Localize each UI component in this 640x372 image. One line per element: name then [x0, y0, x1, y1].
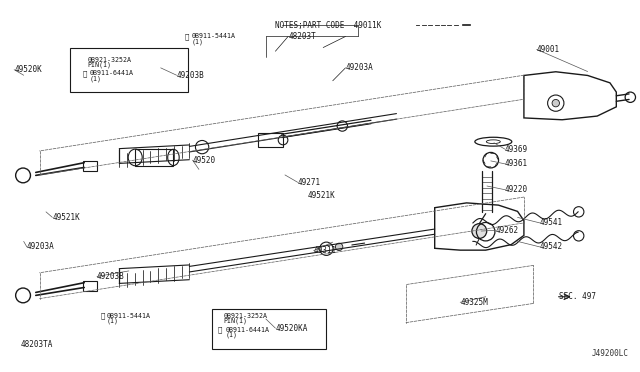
Text: 49220: 49220	[505, 185, 528, 194]
Text: 49361: 49361	[505, 159, 528, 169]
Text: 49520K: 49520K	[14, 65, 42, 74]
Text: 48203TA: 48203TA	[20, 340, 53, 349]
Text: 49541: 49541	[540, 218, 563, 227]
Text: Ⓝ: Ⓝ	[184, 33, 189, 40]
Circle shape	[335, 243, 343, 251]
Text: 49325M: 49325M	[460, 298, 488, 307]
Text: 0B921-3252A: 0B921-3252A	[88, 57, 131, 63]
Text: (1): (1)	[226, 332, 237, 339]
Text: 49369: 49369	[505, 145, 528, 154]
Bar	[83, 280, 97, 291]
Text: 49203A: 49203A	[346, 63, 373, 72]
Text: J49200LC: J49200LC	[592, 349, 629, 358]
Text: 49203B: 49203B	[97, 272, 125, 281]
Text: 49520: 49520	[193, 155, 216, 165]
Circle shape	[472, 224, 486, 238]
Text: 49521K: 49521K	[52, 213, 80, 222]
Bar	[83, 161, 97, 171]
Circle shape	[552, 99, 559, 107]
Text: (1): (1)	[191, 38, 204, 45]
Text: 49262: 49262	[495, 226, 518, 235]
Text: Ⓝ: Ⓝ	[100, 312, 104, 319]
Text: 48203T: 48203T	[288, 32, 316, 41]
Bar	[135, 149, 173, 166]
Text: 0B921-3252A: 0B921-3252A	[223, 313, 267, 319]
Text: 0B911-6441A: 0B911-6441A	[226, 327, 269, 333]
Bar	[257, 134, 283, 147]
Text: (1): (1)	[106, 318, 118, 324]
Text: PIN(1): PIN(1)	[223, 318, 247, 324]
Text: Ⓝ: Ⓝ	[218, 327, 223, 333]
Text: Ⓝ: Ⓝ	[83, 70, 86, 77]
Bar	[70, 48, 188, 92]
Text: 49001: 49001	[537, 45, 560, 54]
Text: 49271: 49271	[298, 178, 321, 187]
Text: 0B911-6441A: 0B911-6441A	[90, 70, 133, 76]
Bar	[212, 310, 326, 349]
Text: 49542: 49542	[540, 243, 563, 251]
Text: 49521K: 49521K	[307, 191, 335, 200]
Text: 49203A: 49203A	[27, 243, 54, 251]
Text: NOTES;PART CODE  49011K: NOTES;PART CODE 49011K	[275, 21, 382, 30]
Text: 49203B: 49203B	[177, 71, 204, 80]
Text: 49520KA: 49520KA	[275, 324, 308, 333]
Text: SEC. 497: SEC. 497	[559, 292, 596, 301]
Text: 49311: 49311	[314, 246, 337, 255]
Text: (1): (1)	[90, 75, 101, 82]
Text: PIN(1): PIN(1)	[88, 62, 111, 68]
Text: 0B911-5441A: 0B911-5441A	[191, 33, 236, 39]
Text: 0B911-5441A: 0B911-5441A	[106, 313, 150, 319]
